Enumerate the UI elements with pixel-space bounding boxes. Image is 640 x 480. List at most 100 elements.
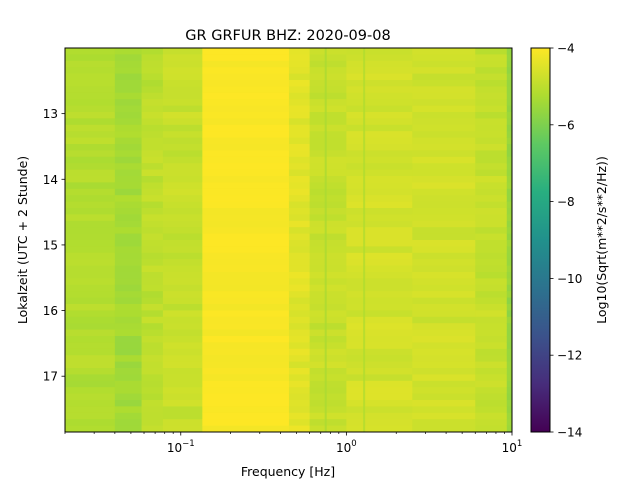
heatmap-cell: [412, 246, 476, 254]
heatmap-cell: [309, 227, 347, 234]
heatmap-cell: [412, 208, 476, 215]
heatmap-cell: [202, 144, 290, 151]
heatmap-cell: [141, 137, 164, 145]
heatmap-cell: [506, 380, 512, 388]
heatmap-cell: [288, 252, 311, 260]
heatmap-cell: [346, 304, 413, 311]
heatmap-cell: [412, 425, 476, 432]
heatmap-cell: [475, 86, 508, 94]
y-tick-label: 15: [43, 238, 58, 252]
heatmap-cell: [412, 380, 476, 388]
heatmap-cell: [114, 67, 142, 74]
heatmap-cell: [412, 348, 476, 356]
heatmap-cell: [309, 99, 347, 106]
heatmap-cell: [162, 310, 203, 318]
heatmap-cell: [346, 169, 413, 177]
heatmap-cell: [346, 368, 413, 375]
heatmap-cell: [506, 131, 512, 138]
heatmap-cell: [141, 412, 164, 420]
heatmap-cell: [346, 348, 413, 356]
heatmap-cell: [346, 406, 413, 414]
heatmap-cell: [412, 259, 476, 266]
heatmap-cell: [506, 400, 512, 407]
heatmap-cell: [346, 214, 413, 222]
heatmap-cell: [309, 246, 347, 254]
heatmap-cell: [288, 336, 311, 343]
heatmap-cell: [114, 291, 142, 298]
heatmap-cell: [506, 214, 512, 222]
heatmap-cell: [475, 92, 508, 100]
heatmap-cell: [65, 240, 116, 247]
heatmap-cell: [65, 150, 116, 158]
heatmap-cell: [202, 387, 290, 394]
heatmap-cell: [506, 304, 512, 311]
heatmap-cell: [506, 137, 512, 145]
heatmap-cell: [412, 265, 476, 273]
heatmap-cell: [65, 220, 116, 228]
heatmap-cell: [162, 60, 203, 68]
x-axis: 10−1 100 101: [64, 432, 522, 455]
heatmap-cell: [162, 246, 203, 254]
heatmap-cell: [288, 361, 311, 369]
heatmap-cell: [114, 54, 142, 62]
heatmap-cell: [309, 259, 347, 266]
heatmap-cell: [346, 380, 413, 388]
heatmap-cell: [506, 233, 512, 241]
heatmap-cell: [162, 272, 203, 279]
heatmap-cell: [288, 380, 311, 388]
colorbar-tick-label: −10: [557, 272, 582, 286]
heatmap-cell: [288, 323, 311, 330]
heatmap-cell: [346, 182, 413, 190]
heatmap-cell: [162, 124, 203, 132]
heatmap-cell: [65, 60, 116, 68]
heatmap-cell: [65, 316, 116, 324]
heatmap-cell: [309, 323, 347, 330]
heatmap-cell: [141, 176, 164, 183]
heatmap-cell: [506, 156, 512, 164]
heatmap-cell: [202, 163, 290, 170]
heatmap-cell: [475, 240, 508, 247]
heatmap-cell: [309, 150, 347, 158]
heatmap-cell: [475, 361, 508, 369]
heatmap-cell: [506, 374, 512, 382]
heatmap-cell: [288, 304, 311, 311]
heatmap-cell: [346, 272, 413, 279]
heatmap-cell: [202, 304, 290, 311]
heatmap-cell: [162, 240, 203, 247]
heatmap-cell: [65, 380, 116, 388]
heatmap-cell: [114, 220, 142, 228]
heatmap-cell: [346, 80, 413, 87]
heatmap-cell: [475, 163, 508, 170]
heatmap-cell: [202, 374, 290, 382]
heatmap-cell: [309, 92, 347, 100]
heatmap-cell: [162, 227, 203, 234]
heatmap-cell: [162, 393, 203, 401]
heatmap-cell: [288, 118, 311, 126]
heatmap-cell: [202, 208, 290, 215]
heatmap-cell: [309, 304, 347, 311]
heatmap-cell: [202, 284, 290, 292]
heatmap-cell: [475, 156, 508, 164]
heatmap-cell: [309, 195, 347, 202]
heatmap-cell: [288, 54, 311, 62]
heatmap-cell: [141, 425, 164, 432]
heatmap-cell: [412, 54, 476, 62]
heatmap-cell: [114, 419, 142, 426]
heatmap-cell: [162, 182, 203, 190]
heatmap-cell: [202, 86, 290, 94]
heatmap-cell: [288, 355, 311, 362]
heatmap-cell: [114, 137, 142, 145]
heatmap-cell: [309, 387, 347, 394]
heatmap-cell: [202, 380, 290, 388]
heatmap-cell: [475, 323, 508, 330]
heatmap-cell: [506, 118, 512, 126]
heatmap-cell: [412, 176, 476, 183]
heatmap-cell: [288, 297, 311, 305]
heatmap-cell: [288, 48, 311, 55]
heatmap-cell: [506, 67, 512, 74]
heatmap-cell: [309, 188, 347, 196]
heatmap-cell: [475, 67, 508, 74]
heatmap-cell: [506, 291, 512, 298]
heatmap-cell: [141, 419, 164, 426]
heatmap-cell: [346, 188, 413, 196]
